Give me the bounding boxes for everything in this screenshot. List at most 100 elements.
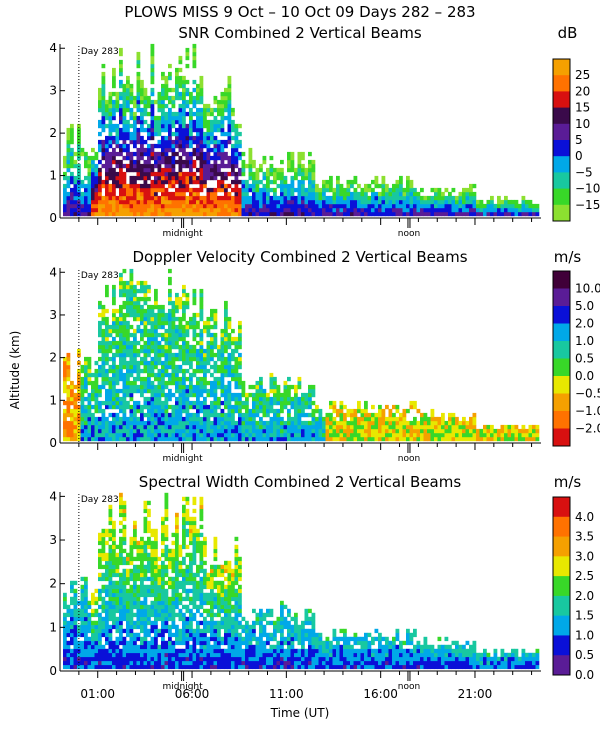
data-cell bbox=[101, 428, 106, 434]
data-cell bbox=[231, 436, 235, 442]
data-cell bbox=[231, 352, 235, 358]
data-cell bbox=[248, 207, 253, 213]
data-cell bbox=[462, 420, 466, 426]
data-cell bbox=[171, 428, 176, 434]
data-cell bbox=[150, 648, 155, 654]
data-cell bbox=[150, 336, 155, 342]
data-cell bbox=[154, 163, 158, 169]
data-cell bbox=[77, 203, 81, 209]
data-cell bbox=[84, 420, 88, 426]
data-cell bbox=[112, 656, 116, 662]
data-cell bbox=[273, 380, 277, 386]
data-cell bbox=[259, 376, 263, 382]
data-cell bbox=[133, 203, 137, 209]
data-cell bbox=[119, 608, 123, 614]
data-cell bbox=[147, 171, 151, 177]
data-cell bbox=[308, 392, 312, 398]
data-cell bbox=[98, 99, 102, 105]
data-cell bbox=[112, 195, 116, 201]
data-cell bbox=[280, 179, 284, 185]
data-cell bbox=[129, 272, 134, 278]
data-cell bbox=[168, 300, 172, 306]
data-cell bbox=[325, 436, 330, 442]
data-cell bbox=[122, 332, 127, 338]
data-cell bbox=[87, 364, 92, 370]
data-cell bbox=[196, 420, 200, 426]
data-cell bbox=[101, 312, 106, 318]
data-cell bbox=[140, 195, 144, 201]
panel-title: Spectral Width Combined 2 Vertical Beams bbox=[139, 473, 462, 491]
data-cell bbox=[136, 296, 141, 302]
data-cell bbox=[150, 195, 155, 201]
data-cell bbox=[269, 211, 274, 217]
data-cell bbox=[399, 432, 403, 438]
data-cell bbox=[182, 107, 186, 113]
data-cell bbox=[112, 564, 116, 570]
data-cell bbox=[311, 187, 316, 193]
data-cell bbox=[129, 211, 134, 217]
data-cell bbox=[217, 412, 221, 418]
data-cell bbox=[108, 644, 113, 650]
data-cell bbox=[122, 648, 127, 654]
data-cell bbox=[73, 636, 78, 642]
data-cell bbox=[133, 111, 137, 117]
data-cell bbox=[73, 596, 78, 602]
data-cell bbox=[108, 556, 113, 562]
data-cell bbox=[199, 312, 204, 318]
data-cell bbox=[122, 163, 127, 169]
data-cell bbox=[122, 616, 127, 622]
data-cell bbox=[406, 199, 410, 205]
data-cell bbox=[164, 175, 169, 181]
data-cell bbox=[108, 640, 113, 646]
data-cell bbox=[350, 432, 354, 438]
data-cell bbox=[203, 404, 207, 410]
data-cell bbox=[213, 388, 218, 394]
data-cell bbox=[332, 203, 337, 209]
data-cell bbox=[290, 207, 295, 213]
data-cell bbox=[122, 560, 127, 566]
data-cell bbox=[105, 368, 109, 374]
data-cell bbox=[220, 99, 225, 105]
data-cell bbox=[469, 203, 473, 209]
data-cell bbox=[168, 328, 172, 334]
data-cell bbox=[444, 424, 449, 430]
data-cell bbox=[140, 380, 144, 386]
data-cell bbox=[136, 388, 141, 394]
data-cell bbox=[262, 404, 267, 410]
data-cell bbox=[385, 187, 389, 193]
data-cell bbox=[126, 420, 130, 426]
data-cell bbox=[178, 195, 183, 201]
data-cell bbox=[336, 420, 340, 426]
data-cell bbox=[171, 324, 176, 330]
data-cell bbox=[448, 211, 452, 217]
data-cell bbox=[185, 388, 190, 394]
data-cell bbox=[224, 424, 228, 430]
data-cell bbox=[101, 207, 106, 213]
data-cell bbox=[336, 412, 340, 418]
data-cell bbox=[150, 207, 155, 213]
data-cell bbox=[73, 588, 78, 594]
data-cell bbox=[101, 352, 106, 358]
data-cell bbox=[108, 135, 113, 141]
data-cell bbox=[518, 436, 522, 442]
data-cell bbox=[248, 183, 253, 189]
data-cell bbox=[133, 292, 137, 298]
data-cell bbox=[325, 432, 330, 438]
data-cell bbox=[115, 139, 120, 145]
data-cell bbox=[220, 155, 225, 161]
y-tick-label: 1 bbox=[49, 393, 57, 407]
data-cell bbox=[154, 580, 158, 586]
data-cell bbox=[262, 396, 267, 402]
data-cell bbox=[238, 344, 242, 350]
data-cell bbox=[297, 171, 302, 177]
data-cell bbox=[178, 135, 183, 141]
data-cell bbox=[98, 596, 102, 602]
data-cell bbox=[115, 376, 120, 382]
data-cell bbox=[77, 352, 81, 358]
data-cell bbox=[87, 656, 92, 662]
data-cell bbox=[213, 155, 218, 161]
data-cell bbox=[98, 364, 102, 370]
data-cell bbox=[136, 115, 141, 121]
data-cell bbox=[339, 400, 344, 406]
data-cell bbox=[105, 528, 109, 534]
